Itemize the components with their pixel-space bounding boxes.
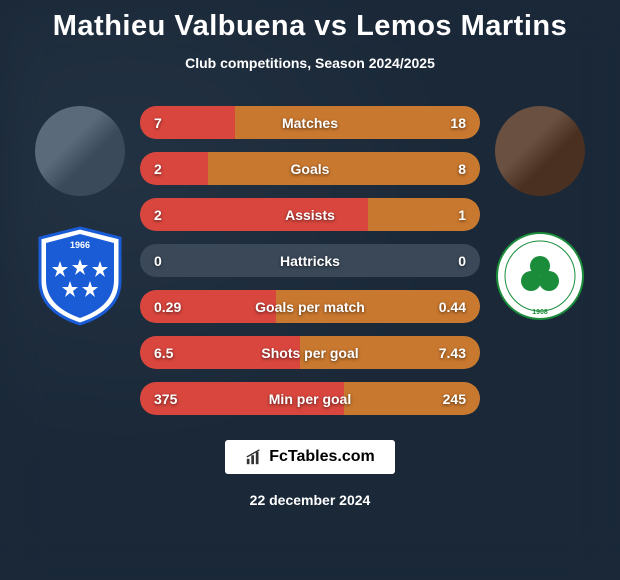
stat-value-right: 18 <box>450 115 466 131</box>
brand-text: FcTables.com <box>269 448 375 466</box>
brand-icon <box>245 448 263 466</box>
stat-value-left: 2 <box>154 207 162 223</box>
stat-bar: 0.29 Goals per match 0.44 <box>140 290 480 323</box>
brand-badge: FcTables.com <box>225 440 395 474</box>
subtitle: Club competitions, Season 2024/2025 <box>185 55 435 71</box>
stat-value-right: 7.43 <box>439 345 466 361</box>
stat-value-left: 6.5 <box>154 345 173 361</box>
stat-bar: 7 Matches 18 <box>140 106 480 139</box>
stat-fill-left <box>140 152 208 185</box>
stat-label: Assists <box>285 207 335 223</box>
stat-value-right: 1 <box>458 207 466 223</box>
comparison-row: 1966 7 Matches 18 2 Goals 8 2 Assists 1 0 Hattrick… <box>0 106 620 415</box>
stat-fill-right <box>235 106 480 139</box>
player2-avatar <box>495 106 585 196</box>
player1-column: 1966 <box>20 106 140 326</box>
stat-bar: 6.5 Shots per goal 7.43 <box>140 336 480 369</box>
stat-label: Min per goal <box>269 391 351 407</box>
stat-value-left: 375 <box>154 391 177 407</box>
stat-value-right: 0 <box>458 253 466 269</box>
stat-bar: 0 Hattricks 0 <box>140 244 480 277</box>
stat-label: Matches <box>282 115 338 131</box>
stat-label: Goals <box>291 161 330 177</box>
club1-year: 1966 <box>70 240 90 250</box>
stat-bar: 375 Min per goal 245 <box>140 382 480 415</box>
page-title: Mathieu Valbuena vs Lemos Martins <box>53 10 567 43</box>
stat-value-left: 0 <box>154 253 162 269</box>
stat-label: Hattricks <box>280 253 340 269</box>
stat-bar: 2 Goals 8 <box>140 152 480 185</box>
player1-avatar <box>35 106 125 196</box>
club1-badge: 1966 <box>35 226 125 326</box>
stat-fill-right <box>208 152 480 185</box>
stat-value-right: 0.44 <box>439 299 466 315</box>
stat-value-left: 7 <box>154 115 162 131</box>
stat-bar: 2 Assists 1 <box>140 198 480 231</box>
footer-date: 22 december 2024 <box>250 492 371 508</box>
club2-badge: 1908 <box>495 226 585 326</box>
stat-label: Goals per match <box>255 299 365 315</box>
stat-label: Shots per goal <box>261 345 358 361</box>
stat-value-right: 8 <box>458 161 466 177</box>
stat-value-left: 0.29 <box>154 299 181 315</box>
stats-column: 7 Matches 18 2 Goals 8 2 Assists 1 0 Hattricks 0 0.2… <box>140 106 480 415</box>
club2-year: 1908 <box>532 309 548 316</box>
stat-value-left: 2 <box>154 161 162 177</box>
player2-column: 1908 <box>480 106 600 326</box>
stat-value-right: 245 <box>443 391 466 407</box>
